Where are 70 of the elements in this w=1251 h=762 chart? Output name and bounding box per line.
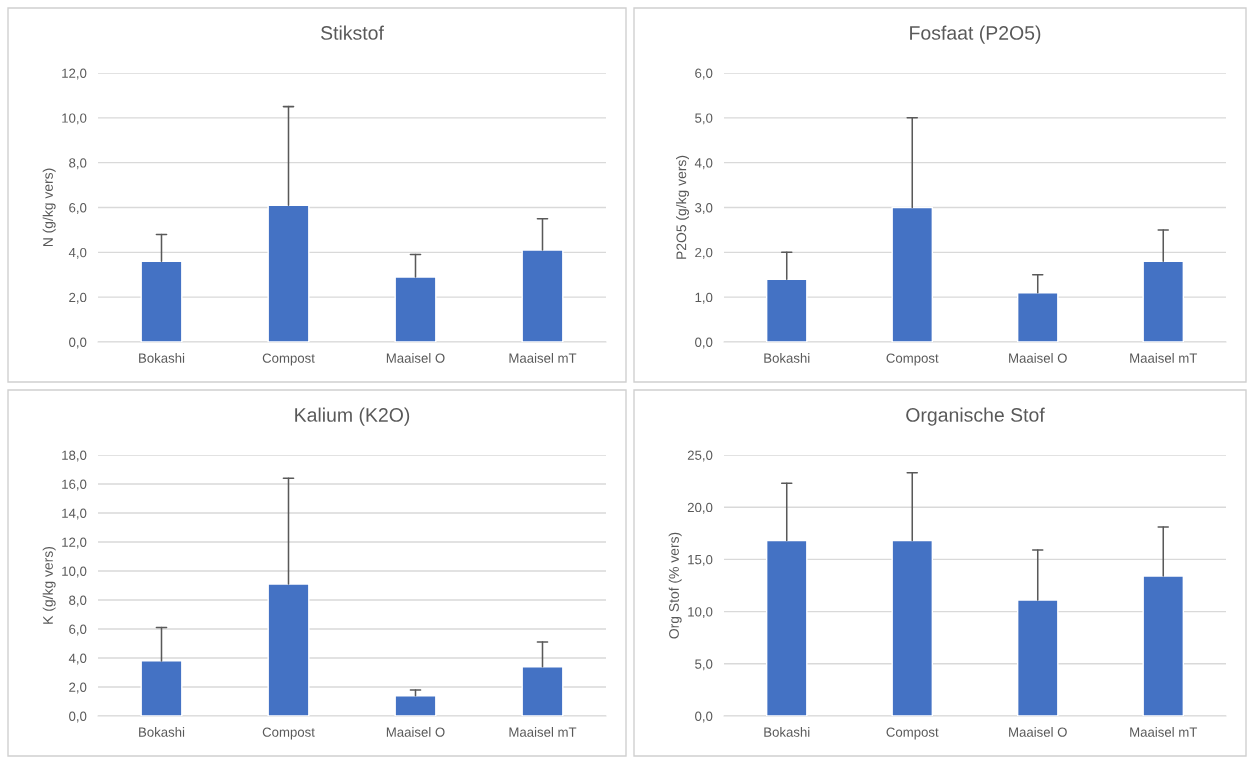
y-tick-label: 2,0 xyxy=(695,247,713,259)
y-tick-label: 2,0 xyxy=(69,682,87,694)
chart-title: Kalium (K2O) xyxy=(295,407,410,426)
y-tick-label: 25,0 xyxy=(687,450,713,462)
bar xyxy=(891,206,934,342)
x-tick-label: Maaisel mT xyxy=(1130,727,1198,737)
chart-title: Stikstof xyxy=(321,25,384,40)
y-tick-label: 0,0 xyxy=(695,711,713,723)
x-tick-label: Compost xyxy=(262,727,315,740)
x-tick-label: Compost xyxy=(886,727,939,740)
chart-title: Fosfaat (P2O5) xyxy=(910,25,1041,44)
y-tick-label: 5,0 xyxy=(695,113,713,125)
bar xyxy=(394,695,437,716)
x-tick-label: Maaisel O xyxy=(386,727,445,737)
y-tick-label: 0,0 xyxy=(695,337,713,349)
y-tick-label: 4,0 xyxy=(68,247,87,259)
bar xyxy=(394,276,437,342)
y-tick-label: 20,0 xyxy=(687,502,713,514)
x-tick-label: Maaisel mT xyxy=(509,353,577,363)
x-tick-label: Compost xyxy=(886,353,939,366)
y-axis-title: N (g/kg vers) xyxy=(42,168,56,247)
y-tick-label: 2,0 xyxy=(69,292,87,304)
y-tick-label: 18,0 xyxy=(62,450,87,462)
y-tick-label: 5,0 xyxy=(695,659,713,671)
x-tick-label: Bokashi xyxy=(139,727,185,737)
bar xyxy=(140,260,183,342)
x-tick-label: Bokashi xyxy=(764,353,810,363)
bar xyxy=(765,278,808,342)
y-tick-label: 10,0 xyxy=(62,113,87,125)
y-tick-label: 1,0 xyxy=(695,292,713,304)
y-tick-label: 4,0 xyxy=(68,653,87,665)
y-tick-label: 14,0 xyxy=(62,508,87,520)
y-tick-label: 6,0 xyxy=(695,68,713,80)
y-tick-label: 10,0 xyxy=(62,566,87,578)
bar xyxy=(1016,291,1059,342)
bar xyxy=(267,204,310,342)
y-tick-label: 4,0 xyxy=(694,158,713,170)
y-tick-label: 10,0 xyxy=(688,607,713,619)
x-tick-label: Maaisel mT xyxy=(509,727,577,737)
y-tick-label: 8,0 xyxy=(69,595,87,607)
x-tick-label: Bokashi xyxy=(139,353,185,363)
y-tick-label: 8,0 xyxy=(69,158,87,170)
y-tick-label: 0,0 xyxy=(69,337,87,349)
chart-title: Organische Stof xyxy=(906,407,1045,426)
x-tick-label: Maaisel O xyxy=(386,353,445,363)
bar xyxy=(1142,575,1185,716)
bar xyxy=(891,539,934,716)
bar xyxy=(267,583,310,716)
y-tick-label: 16,0 xyxy=(62,479,87,491)
x-tick-label: Maaisel O xyxy=(1009,727,1067,737)
y-tick-label: 3,0 xyxy=(695,203,713,214)
bar xyxy=(521,666,564,716)
y-axis-title: K (g/kg vers) xyxy=(42,547,56,624)
bar xyxy=(140,660,183,716)
y-tick-label: 6,0 xyxy=(69,203,87,214)
x-tick-label: Maaisel O xyxy=(1009,353,1067,363)
bar xyxy=(1016,599,1059,716)
bar xyxy=(1142,260,1185,342)
y-axis-title: P2O5 (g/kg vers) xyxy=(676,155,689,259)
x-tick-label: Maaisel mT xyxy=(1130,353,1198,363)
y-tick-label: 12,0 xyxy=(62,68,87,80)
x-tick-label: Compost xyxy=(262,353,315,366)
bar xyxy=(521,249,564,342)
y-axis-title: Org Stof (% vers) xyxy=(668,532,682,639)
y-tick-label: 6,0 xyxy=(69,624,87,636)
y-tick-label: 12,0 xyxy=(62,537,87,549)
y-tick-label: 15,0 xyxy=(688,554,713,566)
x-tick-label: Bokashi xyxy=(764,727,810,737)
y-tick-label: 0,0 xyxy=(69,711,87,723)
bar xyxy=(765,539,808,716)
